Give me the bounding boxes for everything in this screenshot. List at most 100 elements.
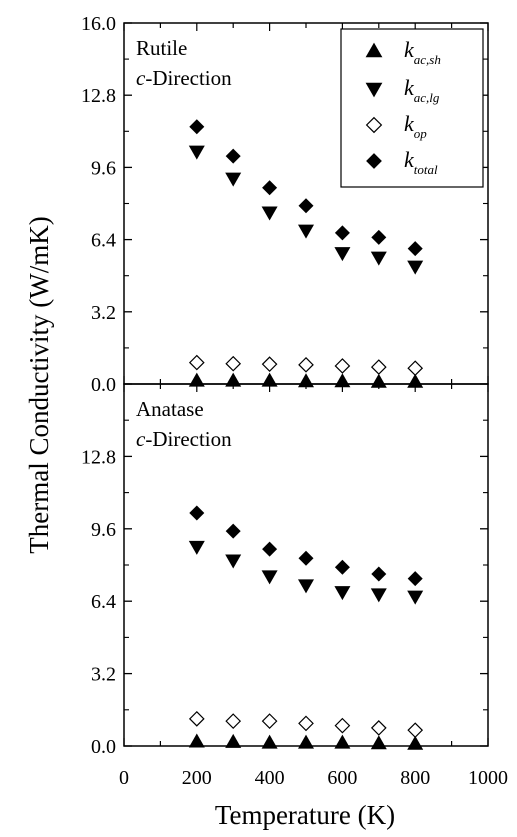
legend-marker-icon xyxy=(365,116,383,134)
legend-label: kac,sh xyxy=(404,37,441,67)
panel-1: 0.0 3.2 6.4 9.6 12.8 16.0 Rutile c-Direction xyxy=(81,13,489,396)
data-point-k-ac-lg xyxy=(261,570,278,585)
data-point-k-ac-sh xyxy=(334,734,351,749)
legend-entry: kop xyxy=(365,111,427,141)
data-point-k-ac-lg xyxy=(188,540,205,555)
panel-1-annotation-material: Rutile xyxy=(136,36,187,60)
panel-2-series-k_ac_lg xyxy=(188,540,424,605)
data-point-k-total xyxy=(407,241,423,257)
data-point-k-ac-sh xyxy=(407,735,424,750)
data-point-k-ac-lg xyxy=(225,554,242,569)
legend-label: kac,lg xyxy=(404,75,440,105)
data-point-k-ac-sh xyxy=(261,372,278,387)
data-point-k-op xyxy=(370,359,387,375)
data-point-k-ac-sh xyxy=(225,372,242,387)
data-point-k-total xyxy=(298,550,314,566)
data-point-k-total xyxy=(334,559,350,575)
data-point-k-op xyxy=(298,356,314,373)
data-point-k-ac-lg xyxy=(188,145,205,160)
x-tick-label: 600 xyxy=(327,767,357,789)
data-point-k-ac-lg xyxy=(298,224,314,239)
data-point-k-ac-sh xyxy=(370,735,387,750)
legend-entry: kac,sh xyxy=(365,37,441,67)
data-point-k-total xyxy=(371,229,387,245)
panel-2-y-tick-label: 12.8 xyxy=(81,446,116,468)
data-point-k-total xyxy=(262,180,278,196)
panel-1-y-tick-label: 16.0 xyxy=(81,13,116,35)
x-axis: 0 200 400 600 800 1000 xyxy=(119,767,508,789)
x-axis-title: Temperature (K) xyxy=(215,800,395,830)
data-point-k-op xyxy=(188,711,205,727)
data-point-k-ac-lg xyxy=(407,260,424,275)
data-point-k-ac-sh xyxy=(225,733,242,748)
panel-2: 0.0 3.2 6.4 9.6 12.8 Anatase c-Direction xyxy=(81,383,489,758)
panel-1-series-k_total xyxy=(189,119,423,257)
data-point-k-ac-lg xyxy=(370,251,387,266)
data-point-k-op xyxy=(225,713,242,729)
panel-1-y-tick-label: 3.2 xyxy=(91,302,116,324)
x-tick-label: 200 xyxy=(182,767,212,789)
panel-1-y-tick-label: 6.4 xyxy=(91,230,116,252)
x-tick-label: 0 xyxy=(119,767,129,789)
legend-label: kop xyxy=(404,111,427,141)
panel-2-series-k_op xyxy=(188,711,424,739)
panel-2-y-tick-label: 0.0 xyxy=(91,736,116,758)
data-point-k-total xyxy=(334,225,350,241)
data-point-k-op xyxy=(407,360,424,377)
x-tick-label: 800 xyxy=(400,767,430,789)
panel-1-y-tick-label: 9.6 xyxy=(91,157,116,179)
data-point-k-total xyxy=(371,566,387,582)
panel-1-series-k_ac_lg xyxy=(188,145,424,275)
data-point-k-ac-lg xyxy=(225,172,242,187)
data-point-k-total xyxy=(225,148,241,164)
data-point-k-op xyxy=(188,354,205,371)
panel-1-series-k_op xyxy=(188,354,424,377)
legend-entry: ktotal xyxy=(366,147,438,177)
data-point-k-op xyxy=(261,356,278,372)
panel-1-y-tick-label: 0.0 xyxy=(91,374,116,396)
legend-marker-icon xyxy=(365,82,383,98)
data-point-k-ac-lg xyxy=(298,579,314,594)
plot-panels: 0.03.26.49.612.816.0Rutilec-Direction0.0… xyxy=(81,13,489,758)
data-point-k-total xyxy=(189,119,205,135)
panel-2-series-k_total xyxy=(189,505,423,587)
x-tick-label: 400 xyxy=(255,767,285,789)
panel-2-y-tick-label: 6.4 xyxy=(91,591,116,613)
legend-marker-icon xyxy=(365,42,383,58)
data-point-k-total xyxy=(407,571,423,587)
data-point-k-ac-sh xyxy=(188,733,205,748)
data-point-k-ac-lg xyxy=(334,586,351,601)
legend-box xyxy=(340,28,484,188)
data-point-k-op xyxy=(261,713,278,729)
data-point-k-total xyxy=(298,198,314,214)
data-point-k-ac-lg xyxy=(261,206,278,221)
data-point-k-ac-sh xyxy=(298,734,314,749)
panel-2-annotation-material: Anatase xyxy=(136,397,204,421)
legend-entry: kac,lg xyxy=(365,75,440,105)
panel-2-annotation-direction: c-Direction xyxy=(136,427,232,451)
data-point-k-total xyxy=(262,541,278,557)
data-point-k-op xyxy=(225,355,242,372)
data-point-k-op xyxy=(298,715,314,732)
panel-1-y-tick-label: 12.8 xyxy=(81,85,116,107)
panel-2-y-tick-label: 9.6 xyxy=(91,519,116,541)
data-point-k-op xyxy=(407,722,424,739)
data-point-k-op xyxy=(334,358,351,374)
panel-2-series-k_ac_sh xyxy=(188,733,424,750)
panel-1-annotation-direction: c-Direction xyxy=(136,66,232,90)
data-point-k-ac-lg xyxy=(370,588,387,603)
data-point-k-ac-sh xyxy=(261,734,278,749)
data-point-k-op xyxy=(334,717,351,734)
data-point-k-ac-lg xyxy=(407,590,424,605)
data-point-k-op xyxy=(370,720,387,736)
data-point-k-total xyxy=(225,523,241,539)
data-point-k-ac-sh xyxy=(188,372,205,387)
data-point-k-total xyxy=(189,505,205,521)
legend-label: ktotal xyxy=(404,147,438,177)
y-axis-title: Thermal Conductivity (W/mK) xyxy=(24,216,54,553)
data-point-k-ac-lg xyxy=(334,247,351,262)
legend: kac,sh kac,lg kop ktotal xyxy=(340,28,484,188)
x-tick-label: 1000 xyxy=(468,767,508,789)
panel-2-y-tick-label: 3.2 xyxy=(91,664,116,686)
